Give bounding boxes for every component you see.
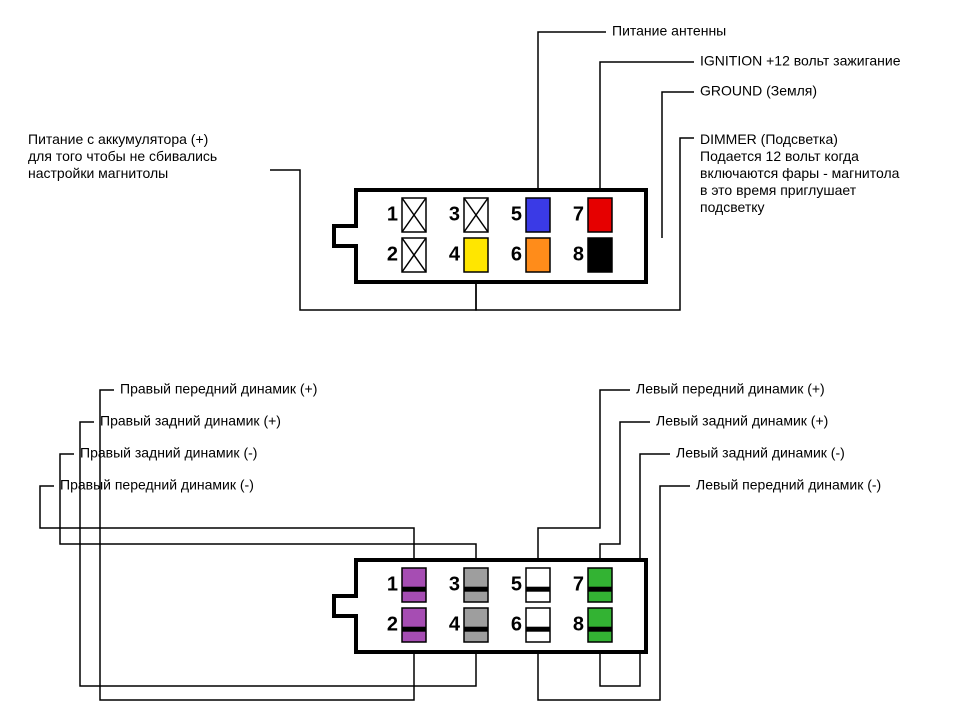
pin-3-stripe (464, 587, 488, 592)
label-bot_l4: Правый передний динамик (-) (60, 477, 254, 493)
pin-5 (526, 568, 550, 602)
pin-number-6: 6 (511, 613, 522, 635)
lead-line (600, 422, 650, 568)
pin-number-5: 5 (511, 203, 522, 225)
label-bot_l1: Правый передний динамик (+) (120, 381, 317, 397)
pin-number-4: 4 (449, 613, 461, 635)
pin-8 (588, 608, 612, 642)
pin-number-6: 6 (511, 243, 522, 265)
label-bot_r4: Левый передний динамик (-) (696, 477, 881, 493)
pin-3 (464, 568, 488, 602)
pin-number-2: 2 (387, 243, 398, 265)
lead-line (538, 390, 630, 568)
pin-8-stripe (588, 627, 612, 632)
pin-number-3: 3 (449, 203, 460, 225)
pin-6-stripe (526, 627, 550, 632)
pin-number-7: 7 (573, 203, 584, 225)
pin-7 (588, 198, 612, 232)
label-bot_l2: Правый задний динамик (+) (100, 413, 281, 429)
pin-number-8: 8 (573, 243, 584, 265)
pin-6 (526, 238, 550, 272)
pin-4-stripe (464, 627, 488, 632)
pin-2-stripe (402, 627, 426, 632)
label-bot_l3: Правый задний динамик (-) (80, 445, 257, 461)
pin-5 (526, 198, 550, 232)
label-top_r3: GROUND (Земля) (700, 83, 817, 99)
pin-7 (588, 568, 612, 602)
pin-number-2: 2 (387, 613, 398, 635)
pin-number-5: 5 (511, 573, 522, 595)
lead-line (40, 486, 414, 568)
label-bot_r1: Левый передний динамик (+) (636, 381, 825, 397)
wiring-diagram: Питание с аккумулятора (+)для того чтобы… (0, 0, 960, 720)
lead-line (662, 92, 694, 238)
pin-7-stripe (588, 587, 612, 592)
label-top_r4: DIMMER (Подсветка)Подается 12 вольт когд… (700, 131, 900, 215)
pin-8 (588, 238, 612, 272)
label-top_r1: Питание антенны (612, 23, 726, 39)
pin-5-stripe (526, 587, 550, 592)
label-top_r2: IGNITION +12 вольт зажигание (700, 53, 901, 69)
label-bot_r2: Левый задний динамик (+) (656, 413, 828, 429)
label-top_left_note: Питание с аккумулятора (+)для того чтобы… (28, 131, 217, 181)
pin-number-3: 3 (449, 573, 460, 595)
pin-number-7: 7 (573, 573, 584, 595)
lead-line (538, 32, 606, 198)
pin-6 (526, 608, 550, 642)
pin-1-stripe (402, 587, 426, 592)
label-bot_r3: Левый задний динамик (-) (676, 445, 845, 461)
pin-number-4: 4 (449, 243, 461, 265)
pin-1 (402, 568, 426, 602)
pin-4 (464, 238, 488, 272)
pin-number-1: 1 (387, 203, 398, 225)
pin-2 (402, 608, 426, 642)
pin-4 (464, 608, 488, 642)
pin-number-1: 1 (387, 573, 398, 595)
pin-number-8: 8 (573, 613, 584, 635)
